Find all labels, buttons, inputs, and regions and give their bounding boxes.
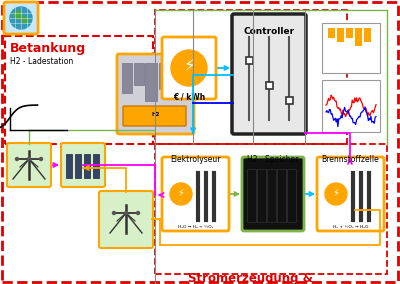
- Text: H₂ + ½O₂ → H₂O: H₂ + ½O₂ → H₂O: [333, 225, 368, 229]
- Bar: [346, 28, 353, 38]
- Bar: [155, 144, 387, 274]
- Text: H2: H2: [151, 112, 160, 118]
- Circle shape: [14, 11, 22, 19]
- FancyBboxPatch shape: [268, 170, 276, 222]
- Bar: [155, 10, 347, 144]
- Text: € / kWh: € / kWh: [173, 93, 205, 102]
- FancyBboxPatch shape: [278, 170, 286, 222]
- Circle shape: [16, 158, 18, 160]
- Bar: [328, 28, 335, 38]
- Text: ⚡: ⚡: [332, 188, 340, 198]
- Bar: [246, 57, 252, 64]
- Bar: [322, 23, 380, 73]
- Bar: [145, 63, 157, 101]
- Bar: [322, 80, 380, 132]
- Bar: [364, 28, 371, 42]
- Circle shape: [136, 212, 140, 214]
- FancyBboxPatch shape: [248, 170, 256, 222]
- Circle shape: [28, 158, 30, 160]
- FancyBboxPatch shape: [317, 157, 384, 231]
- Text: H₂O → H₂ + ½O₂: H₂O → H₂ + ½O₂: [178, 225, 213, 229]
- Circle shape: [112, 212, 116, 214]
- Text: ⚡: ⚡: [183, 57, 195, 75]
- Circle shape: [124, 212, 128, 214]
- Bar: [84, 154, 90, 178]
- Text: Betankung: Betankung: [10, 42, 86, 55]
- FancyBboxPatch shape: [99, 191, 153, 248]
- Bar: [266, 82, 272, 89]
- Bar: [286, 97, 292, 103]
- FancyBboxPatch shape: [123, 106, 186, 126]
- Circle shape: [10, 7, 32, 29]
- Circle shape: [40, 158, 42, 160]
- FancyBboxPatch shape: [7, 143, 51, 187]
- Text: Controller: Controller: [244, 27, 294, 36]
- Text: H2 - Speicher: H2 - Speicher: [247, 155, 299, 164]
- Bar: [134, 63, 144, 85]
- Text: Stromerzeugung &: Stromerzeugung &: [188, 272, 312, 284]
- Text: ⚡: ⚡: [178, 188, 184, 198]
- Bar: [93, 154, 99, 178]
- Bar: [75, 154, 81, 178]
- Circle shape: [325, 183, 347, 205]
- FancyBboxPatch shape: [162, 157, 229, 231]
- Bar: [337, 28, 344, 42]
- Bar: [172, 63, 184, 93]
- FancyBboxPatch shape: [232, 14, 306, 134]
- Text: Elektrolyseur: Elektrolyseur: [170, 155, 221, 164]
- Bar: [66, 154, 72, 178]
- Bar: [355, 28, 362, 46]
- Text: Brennstoffzelle: Brennstoffzelle: [322, 155, 379, 164]
- FancyBboxPatch shape: [258, 170, 266, 222]
- Circle shape: [22, 17, 28, 23]
- FancyBboxPatch shape: [162, 37, 216, 99]
- FancyBboxPatch shape: [288, 170, 296, 222]
- Text: H2 - Ladestation: H2 - Ladestation: [10, 57, 73, 66]
- FancyBboxPatch shape: [4, 2, 38, 34]
- FancyBboxPatch shape: [242, 157, 304, 231]
- Bar: [159, 63, 169, 89]
- Bar: [5, 36, 153, 144]
- Circle shape: [171, 50, 207, 86]
- Circle shape: [170, 183, 192, 205]
- Bar: [122, 63, 132, 93]
- FancyBboxPatch shape: [61, 143, 105, 187]
- FancyBboxPatch shape: [117, 54, 194, 134]
